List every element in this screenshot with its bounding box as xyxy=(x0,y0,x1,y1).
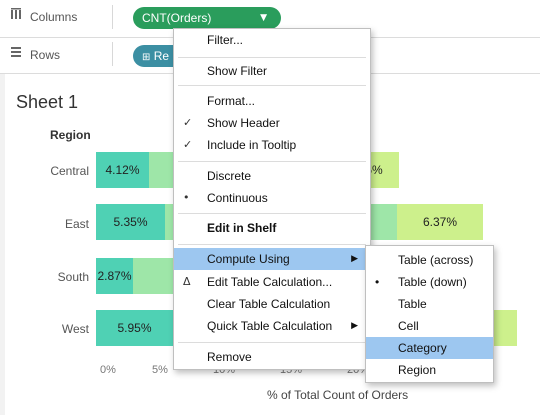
menu-item-label: Filter... xyxy=(207,33,244,47)
submenu-item-table-down[interactable]: • Table (down) xyxy=(366,271,493,293)
menu-item-label: Edit in Shelf xyxy=(207,221,277,235)
menu-item-label: Show Filter xyxy=(207,64,268,78)
menu-item-label: Show Header xyxy=(207,116,280,130)
submenu-item-table-across[interactable]: Table (across) xyxy=(366,249,493,271)
submenu-item-label: Cell xyxy=(398,319,419,333)
menu-item-clear-table-calculation[interactable]: Clear Table Calculation xyxy=(174,293,370,315)
menu-separator xyxy=(178,57,366,58)
rows-label: Rows xyxy=(30,48,61,62)
row-label-west[interactable]: West xyxy=(61,322,89,336)
menu-item-edit-table-calculation[interactable]: Δ Edit Table Calculation... xyxy=(174,271,370,293)
submenu-arrow-icon: ▶ xyxy=(351,254,358,264)
bullet-icon: • xyxy=(375,275,380,289)
menu-item-format[interactable]: Format... xyxy=(174,90,370,112)
bar-segment[interactable] xyxy=(96,152,149,188)
menu-separator xyxy=(178,85,366,86)
submenu-item-cell[interactable]: Cell xyxy=(366,315,493,337)
menu-item-compute-using[interactable]: Compute Using ▶ xyxy=(174,248,370,270)
compute-using-submenu: Table (across) • Table (down) Table Cell … xyxy=(365,245,494,383)
rows-icon xyxy=(10,46,22,61)
pill-context-menu: Filter... Show Filter Format... ✓ Show He… xyxy=(173,28,371,370)
menu-item-show-filter[interactable]: Show Filter xyxy=(174,60,370,82)
pill-label: CNT(Orders) xyxy=(142,11,212,25)
delta-icon: Δ xyxy=(183,275,191,288)
submenu-arrow-icon: ▶ xyxy=(351,321,358,331)
columns-label: Columns xyxy=(30,10,78,24)
menu-item-label: Edit Table Calculation... xyxy=(207,275,333,289)
menu-item-label: Clear Table Calculation xyxy=(207,297,331,311)
submenu-item-label: Region xyxy=(398,363,437,377)
data-label: 4.12% xyxy=(105,163,140,177)
bar-segment[interactable] xyxy=(397,204,483,240)
row-label-east[interactable]: East xyxy=(64,217,89,231)
row-label-central[interactable]: Central xyxy=(50,164,89,178)
pill-label: Re xyxy=(153,49,170,63)
submenu-item-region[interactable]: Region xyxy=(366,359,493,381)
submenu-item-label: Category xyxy=(398,341,447,355)
data-label: 5.35% xyxy=(113,215,148,229)
menu-item-show-header[interactable]: ✓ Show Header xyxy=(174,112,370,134)
data-label: 6.37% xyxy=(422,215,458,229)
menu-item-label: Include in Tooltip xyxy=(207,138,297,152)
menu-item-label: Discrete xyxy=(207,169,252,183)
menu-item-label: Format... xyxy=(207,94,256,108)
x-tick: 0% xyxy=(100,364,116,376)
row-label-south[interactable]: South xyxy=(57,270,89,284)
submenu-item-label: Table xyxy=(398,297,427,311)
submenu-item-label: Table (down) xyxy=(398,275,467,289)
rows-pill-region[interactable]: ⊞ Re xyxy=(133,45,185,67)
shelf-divider xyxy=(112,42,113,66)
menu-item-label: Continuous xyxy=(207,191,268,205)
menu-item-label: Quick Table Calculation xyxy=(207,319,333,333)
check-icon: ✓ xyxy=(183,138,193,151)
menu-separator xyxy=(178,213,366,214)
data-label: 5.95% xyxy=(117,321,152,335)
menu-item-edit-in-shelf[interactable]: Edit in Shelf xyxy=(174,217,370,239)
submenu-item-table[interactable]: Table xyxy=(366,293,493,315)
bullet-icon: • xyxy=(183,191,190,204)
submenu-item-label: Table (across) xyxy=(398,253,474,267)
submenu-item-category[interactable]: Category xyxy=(366,337,493,359)
x-tick: 5% xyxy=(152,364,168,376)
menu-item-quick-table-calculation[interactable]: Quick Table Calculation ▶ xyxy=(174,315,370,337)
menu-item-label: Compute Using xyxy=(207,252,290,266)
menu-separator xyxy=(178,161,366,162)
data-label: 2.87% xyxy=(97,269,132,283)
bar-segment[interactable] xyxy=(96,258,133,294)
region-header[interactable]: Region xyxy=(50,128,91,142)
shelf-divider xyxy=(112,5,113,29)
columns-icon xyxy=(10,8,22,23)
bar-segment[interactable] xyxy=(96,310,173,346)
menu-separator xyxy=(178,342,366,343)
menu-item-continuous[interactable]: • Continuous xyxy=(174,187,370,209)
columns-pill-cnt-orders[interactable]: CNT(Orders) ▼ xyxy=(133,7,281,29)
menu-item-filter[interactable]: Filter... xyxy=(174,29,370,51)
chevron-down-icon[interactable]: ▼ xyxy=(260,13,267,23)
expand-icon[interactable]: ⊞ xyxy=(142,52,151,63)
menu-item-label: Remove xyxy=(207,350,252,364)
bar-segment[interactable] xyxy=(96,204,165,240)
check-icon: ✓ xyxy=(183,116,193,129)
menu-item-discrete[interactable]: Discrete xyxy=(174,165,370,187)
menu-separator xyxy=(178,244,366,245)
menu-item-include-in-tooltip[interactable]: ✓ Include in Tooltip xyxy=(174,134,370,156)
x-axis-label[interactable]: % of Total Count of Orders xyxy=(267,388,409,402)
menu-item-remove[interactable]: Remove xyxy=(174,346,370,368)
sheet-title: Sheet 1 xyxy=(16,92,79,112)
